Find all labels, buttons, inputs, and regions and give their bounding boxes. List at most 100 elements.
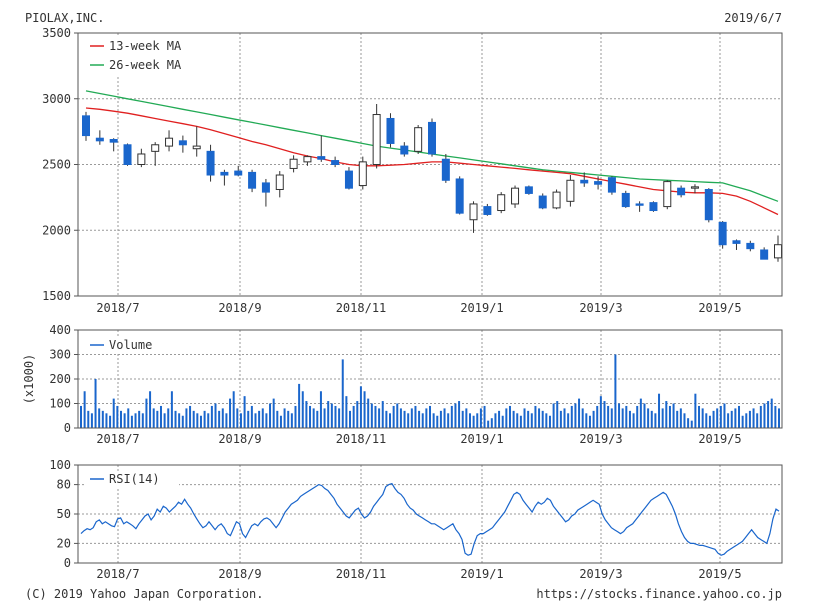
volume-bar <box>269 403 272 428</box>
candle-body <box>538 195 547 209</box>
volume-bar <box>716 408 719 428</box>
x-tick-label: 2018/7 <box>96 301 139 315</box>
volume-bar <box>516 413 519 428</box>
volume-bar <box>258 410 261 428</box>
candle-body <box>386 117 395 144</box>
candle-body <box>331 160 340 165</box>
candle-body <box>358 161 367 187</box>
volume-bar <box>421 413 424 428</box>
volume-bar <box>341 359 344 428</box>
x-tick-label: 2018/11 <box>336 432 387 446</box>
volume-bar <box>425 408 428 428</box>
volume-bar <box>738 405 741 428</box>
source-url: https://stocks.finance.yahoo.co.jp <box>536 587 782 601</box>
volume-bar <box>708 415 711 428</box>
volume-bar <box>465 408 468 428</box>
volume-bar <box>767 401 770 428</box>
volume-bar <box>734 408 737 428</box>
volume-bar <box>654 413 657 428</box>
volume-bar <box>225 413 228 428</box>
y-tick-label: 3000 <box>42 92 71 106</box>
volume-axis-label: (x1000) <box>22 354 36 405</box>
volume-bar <box>101 410 104 428</box>
y-tick-label: 300 <box>49 348 71 362</box>
volume-bar <box>618 403 621 428</box>
x-tick-label: 2018/9 <box>218 301 261 315</box>
volume-bar <box>167 408 170 428</box>
volume-bar <box>138 410 141 428</box>
volume-bar <box>119 410 122 428</box>
volume-bar <box>505 408 508 428</box>
volume-bar <box>381 401 384 428</box>
volume-bar <box>134 413 137 428</box>
volume-bar <box>207 413 210 428</box>
volume-bar <box>436 415 439 428</box>
volume-bar <box>639 398 642 428</box>
volume-bar <box>447 413 450 428</box>
candle-body <box>82 115 90 137</box>
volume-bar <box>439 410 442 428</box>
x-tick-label: 2018/9 <box>218 432 261 446</box>
x-tick-label: 2019/3 <box>579 432 622 446</box>
volume-bar <box>665 401 668 428</box>
volume-bar <box>599 396 602 428</box>
candle-body <box>178 140 187 146</box>
volume-bar <box>80 405 82 428</box>
candle-body <box>497 194 506 212</box>
volume-bar <box>512 410 515 428</box>
volume-bar <box>301 391 304 428</box>
volume-bar <box>694 393 697 428</box>
x-tick-label: 2019/1 <box>460 432 503 446</box>
volume-bar <box>578 398 581 428</box>
volume-bar <box>632 413 635 428</box>
candle-body <box>95 137 104 142</box>
volume-bar <box>203 410 206 428</box>
x-tick-label: 2018/7 <box>96 567 139 581</box>
volume-bar <box>287 410 290 428</box>
legend-label-ma26: 26-week MA <box>109 58 182 72</box>
volume-bar <box>487 420 490 428</box>
legend-label-ma13: 13-week MA <box>109 39 182 53</box>
volume-bar <box>556 401 559 428</box>
y-tick-label: 2500 <box>42 158 71 172</box>
volume-bar <box>123 413 126 428</box>
volume-bar <box>741 415 744 428</box>
volume-bar <box>130 415 133 428</box>
candle-body <box>511 187 520 205</box>
volume-bar <box>530 413 533 428</box>
volume-bar <box>432 413 435 428</box>
volume-bar <box>672 403 675 428</box>
volume-bar <box>243 396 246 428</box>
volume-bar <box>399 408 402 428</box>
volume-bar <box>498 410 501 428</box>
y-tick-label: 200 <box>49 372 71 386</box>
volume-bar <box>410 408 413 428</box>
volume-bar <box>309 405 312 428</box>
candle-body <box>248 171 257 189</box>
volume-bar <box>523 408 526 428</box>
volume-bar <box>189 405 192 428</box>
x-tick-label: 2018/11 <box>336 567 387 581</box>
volume-bar <box>759 405 762 428</box>
volume-bar <box>552 403 555 428</box>
volume-bar <box>149 391 152 428</box>
volume-bar <box>679 408 682 428</box>
volume-bar <box>527 410 530 428</box>
candle-body <box>552 191 561 209</box>
y-tick-label: 100 <box>49 397 71 411</box>
y-tick-label: 0 <box>64 421 71 435</box>
candle-body <box>455 178 464 214</box>
volume-bar <box>501 415 504 428</box>
volume-bar <box>701 408 704 428</box>
volume-bar <box>450 405 453 428</box>
volume-bar <box>468 413 471 428</box>
volume-bar <box>199 415 202 428</box>
candle-body <box>428 121 436 155</box>
volume-bar <box>378 408 381 428</box>
rsi-line <box>80 482 780 556</box>
volume-bar <box>548 415 551 428</box>
x-tick-label: 2018/9 <box>218 567 261 581</box>
volume-bar <box>352 405 355 428</box>
candle-body <box>594 181 603 185</box>
